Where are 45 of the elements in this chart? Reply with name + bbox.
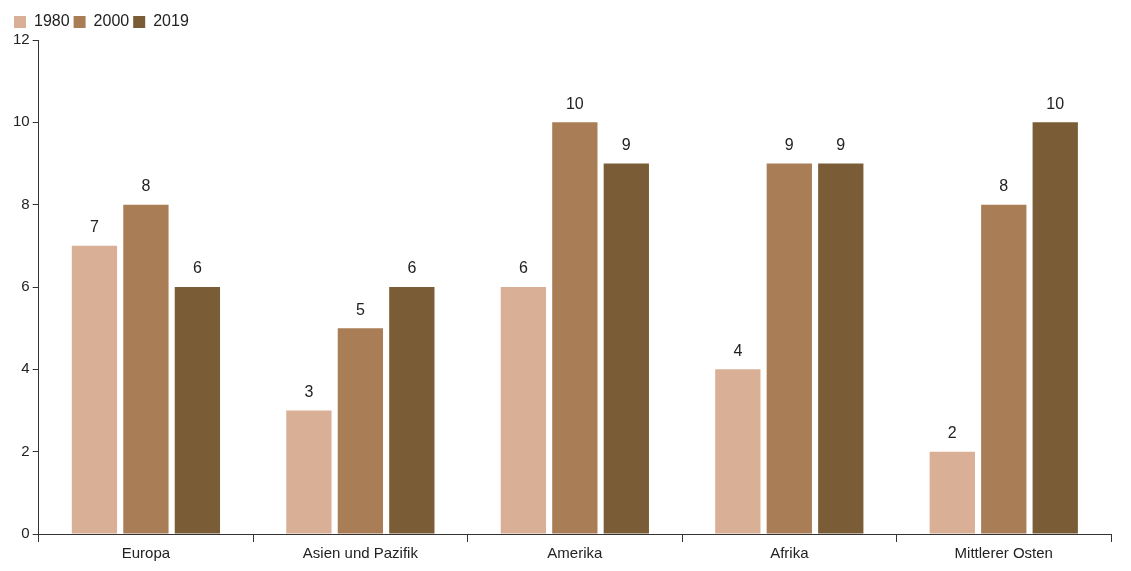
- legend-label: 2000: [93, 12, 130, 30]
- data-label: 9: [621, 135, 631, 153]
- data-label: 6: [518, 259, 528, 277]
- bar: [1032, 122, 1078, 534]
- bar: [603, 163, 649, 534]
- y-tick-label: 10: [13, 112, 30, 130]
- bar: [500, 287, 547, 534]
- y-tick-label: 2: [21, 441, 30, 459]
- bar: [552, 122, 598, 534]
- x-tick-label: Amerika: [547, 544, 603, 562]
- bar: [929, 451, 975, 534]
- x-tick-label: Mittlerer Osten: [954, 544, 1053, 562]
- data-label: 6: [192, 259, 202, 277]
- bar: [981, 204, 1027, 534]
- legend-label: 1980: [34, 12, 70, 30]
- legend-label: 2019: [153, 12, 189, 30]
- x-tick-label: Afrika: [770, 544, 810, 562]
- data-label: 8: [999, 177, 1009, 195]
- x-tick-label: Europa: [121, 544, 171, 562]
- data-label: 2: [947, 424, 957, 442]
- bar: [174, 287, 221, 534]
- data-label: 3: [304, 382, 314, 400]
- y-tick-label: 8: [21, 194, 30, 212]
- data-label: 10: [1046, 94, 1065, 112]
- y-tick-label: 12: [13, 30, 30, 48]
- data-label: 7: [89, 218, 99, 236]
- data-label: 9: [784, 135, 794, 153]
- data-label: 10: [565, 94, 584, 112]
- bar: [766, 163, 812, 534]
- bar: [389, 287, 435, 534]
- bar: [71, 245, 118, 534]
- data-label: 9: [836, 135, 846, 153]
- y-tick-label: 6: [21, 277, 30, 295]
- bar: [337, 328, 384, 534]
- data-label: 5: [355, 300, 365, 318]
- data-label: 6: [407, 259, 417, 277]
- bar: [715, 369, 761, 534]
- y-tick-label: 4: [21, 359, 30, 377]
- bar: [286, 410, 332, 534]
- bar: [818, 163, 864, 534]
- data-label: 8: [141, 177, 151, 195]
- bar: [123, 204, 169, 534]
- data-label: 4: [733, 341, 743, 359]
- x-tick-label: Asien und Pazifik: [302, 544, 419, 562]
- y-tick-label: 0: [21, 524, 30, 542]
